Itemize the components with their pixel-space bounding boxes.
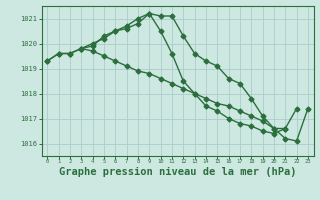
X-axis label: Graphe pression niveau de la mer (hPa): Graphe pression niveau de la mer (hPa) [59,167,296,177]
